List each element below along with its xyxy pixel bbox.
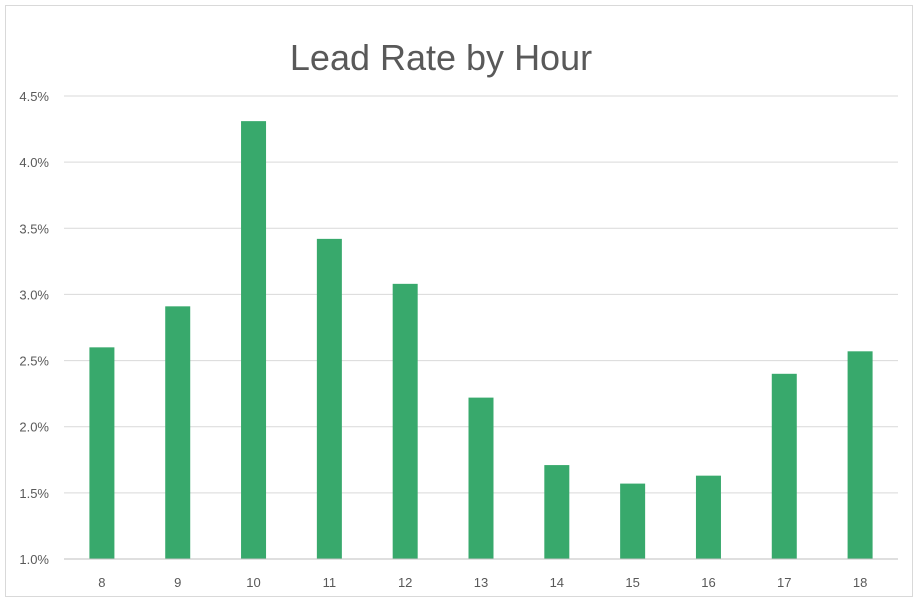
bar-hour-9 bbox=[165, 306, 191, 559]
x-tick-label: 8 bbox=[98, 575, 105, 590]
x-tick-label: 12 bbox=[398, 575, 412, 590]
x-tick-label: 17 bbox=[777, 575, 791, 590]
x-tick-label: 10 bbox=[246, 575, 260, 590]
y-tick-label: 1.0% bbox=[19, 552, 49, 567]
bar-hour-12 bbox=[392, 283, 418, 559]
bar-hour-16 bbox=[695, 475, 721, 559]
x-tick-label: 9 bbox=[174, 575, 181, 590]
bars bbox=[89, 121, 873, 560]
y-tick-label: 2.5% bbox=[19, 354, 49, 369]
x-tick-label: 18 bbox=[853, 575, 867, 590]
bar-hour-10 bbox=[241, 121, 267, 560]
y-tick-label: 1.5% bbox=[19, 486, 49, 501]
bar-hour-15 bbox=[620, 483, 646, 559]
x-tick-label: 16 bbox=[701, 575, 715, 590]
y-tick-label: 3.5% bbox=[19, 221, 49, 236]
bar-hour-13 bbox=[468, 397, 494, 559]
y-tick-label: 4.5% bbox=[19, 89, 49, 104]
bar-hour-17 bbox=[771, 373, 797, 559]
x-tick-label: 15 bbox=[625, 575, 639, 590]
bar-hour-18 bbox=[847, 351, 873, 559]
gridlines bbox=[64, 95, 898, 494]
x-tick-label: 13 bbox=[474, 575, 488, 590]
x-axis-ticks: 8 9 10 11 12 13 14 15 16 17 18 bbox=[98, 575, 867, 590]
x-tick-label: 11 bbox=[323, 575, 337, 590]
y-axis-ticks: 1.0% 1.5% 2.0% 2.5% 3.0% 3.5% 4.0% 4.5% bbox=[19, 89, 49, 567]
x-tick-label: 14 bbox=[550, 575, 564, 590]
y-tick-label: 3.0% bbox=[19, 287, 49, 302]
bar-hour-8 bbox=[89, 347, 115, 559]
y-tick-label: 4.0% bbox=[19, 155, 49, 170]
y-tick-label: 2.0% bbox=[19, 420, 49, 435]
chart-frame bbox=[5, 5, 913, 597]
bar-hour-14 bbox=[544, 465, 570, 559]
bar-hour-11 bbox=[316, 238, 342, 559]
chart-title: Lead Rate by Hour bbox=[290, 37, 592, 78]
